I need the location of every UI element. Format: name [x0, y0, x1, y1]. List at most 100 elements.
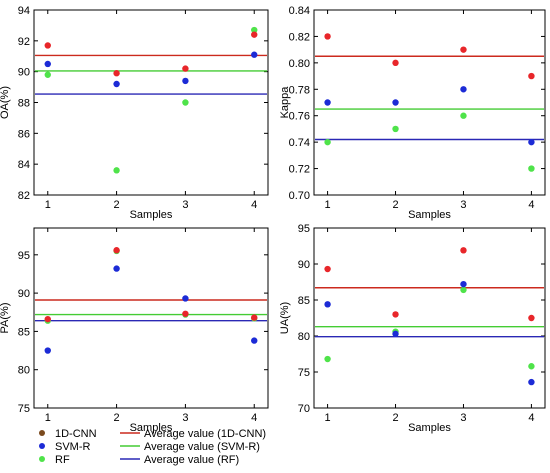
data-point-svm: [44, 347, 51, 354]
data-point-svm: [392, 99, 399, 106]
data-point-rf: [44, 71, 51, 78]
y-axis-label: PA(%): [0, 303, 11, 334]
x-tick-label: 2: [392, 412, 398, 424]
y-tick-label: 0.80: [289, 58, 310, 70]
data-point-cnn: [392, 311, 399, 318]
data-point-cnn: [113, 247, 120, 254]
y-axis-label: UA(%): [279, 302, 291, 334]
data-point-rf: [528, 363, 535, 370]
y-tick-label: 84: [18, 159, 30, 171]
data-point-svm: [113, 80, 120, 88]
y-tick-label: 0.72: [289, 164, 310, 176]
x-tick-label: 3: [460, 412, 466, 424]
y-tick-label: 0.70: [289, 190, 310, 202]
y-tick-label: 70: [298, 403, 310, 415]
legend: 1D-CNN Average value (1D-CNN) SVM-R Average…: [39, 428, 266, 466]
plot-frame: [313, 9, 546, 196]
data-point-cnn: [251, 31, 258, 38]
data-point-rf: [113, 167, 120, 174]
data-point-rf: [251, 26, 258, 34]
y-tick-label: 90: [18, 67, 30, 79]
x-tick-label: 3: [182, 412, 188, 424]
x-tick-label: 2: [114, 412, 120, 424]
x-tick-label: 3: [460, 199, 466, 211]
y-tick-label: 82: [18, 190, 30, 202]
data-point-svm: [251, 337, 258, 344]
x-tick-label: 3: [182, 199, 188, 211]
chart-panel-top-left: 82 84 86 88 90 92 94 1 2 3 4 Samples OA(%): [0, 5, 269, 221]
legend-label-rf: RF: [55, 454, 70, 466]
data-point-svm: [392, 330, 399, 338]
chart-panels: 82 84 86 88 90 92 94 1 2 3 4 Samples OA(%) 0.70 0.72 0.…: [0, 5, 546, 434]
data-point-cnn: [44, 42, 51, 49]
legend-label-cnn: 1D-CNN: [55, 428, 97, 440]
data-point-svm: [460, 280, 467, 288]
data-point-cnn: [528, 314, 535, 322]
x-tick-label: 1: [45, 199, 51, 211]
data-point-rf: [528, 165, 535, 172]
chart-panel-bottom-left: 75 80 85 90 95 1 2 3 4 Samples PA(%): [0, 227, 269, 434]
y-axis-label: OA(%): [0, 86, 11, 119]
data-point-cnn: [392, 59, 399, 67]
data-point-cnn: [182, 65, 189, 72]
y-tick-label: 0.78: [289, 84, 310, 96]
chart-panel-top-right: 0.70 0.72 0.74 0.76 0.78 0.80 0.82 0.84 1 2 3 4 Samp…: [279, 5, 546, 221]
data-point-svm: [324, 99, 331, 106]
x-tick-label: 1: [45, 412, 51, 424]
data-point-svm: [44, 60, 51, 68]
y-tick-label: 90: [298, 259, 310, 271]
data-point-svm: [528, 378, 535, 386]
y-tick-label: 0.82: [289, 31, 310, 43]
legend-marker-cnn: [39, 430, 45, 436]
data-point-rf: [460, 112, 467, 119]
y-tick-label: 85: [18, 326, 30, 338]
data-point-svm: [251, 51, 258, 58]
legend-average-label-cnn: Average value (1D-CNN): [144, 428, 266, 440]
chart-panel-bottom-right: 70 75 80 85 90 95 1 2 3 4 Samples UA(%): [279, 223, 546, 434]
y-tick-label: 0.84: [289, 5, 310, 17]
data-point-cnn: [528, 72, 535, 80]
plot-frame: [33, 227, 269, 409]
x-tick-label: 4: [528, 412, 534, 424]
legend-marker-svm: [39, 443, 45, 449]
data-point-rf: [324, 355, 331, 363]
x-tick-label: 2: [114, 199, 120, 211]
data-point-cnn: [251, 314, 258, 321]
y-tick-label: 80: [298, 331, 310, 343]
data-point-svm: [182, 295, 189, 302]
legend-average-label-svm: Average value (SVM-R): [144, 441, 260, 453]
x-tick-label: 4: [251, 199, 257, 211]
data-point-rf: [460, 286, 467, 294]
x-axis-label: Samples: [408, 209, 451, 221]
y-tick-label: 80: [18, 365, 30, 377]
y-tick-label: 92: [18, 36, 30, 48]
data-point-cnn: [44, 315, 51, 323]
y-tick-label: 94: [18, 5, 30, 17]
y-tick-label: 95: [298, 223, 310, 235]
y-axis-label: Kappa: [279, 86, 291, 119]
x-tick-label: 4: [528, 199, 534, 211]
y-tick-label: 75: [298, 367, 310, 379]
x-axis-label: Samples: [130, 422, 173, 434]
legend-average-label-rf: Average value (RF): [144, 454, 239, 466]
data-point-cnn: [324, 265, 331, 273]
data-point-cnn: [460, 46, 467, 53]
data-point-svm: [113, 265, 120, 272]
y-tick-label: 0.74: [289, 137, 310, 149]
data-point-svm: [324, 301, 331, 308]
x-axis-label: Samples: [130, 209, 173, 221]
x-tick-label: 4: [251, 412, 257, 424]
y-tick-label: 0.76: [289, 111, 310, 123]
plot-frame: [33, 9, 269, 196]
legend-label-svm: SVM-R: [55, 441, 91, 453]
y-tick-label: 86: [18, 128, 30, 140]
legend-marker-rf: [39, 456, 45, 462]
x-tick-label: 2: [392, 199, 398, 211]
data-point-cnn: [113, 70, 120, 77]
x-tick-label: 1: [325, 412, 331, 424]
data-point-svm: [182, 77, 189, 85]
data-point-rf: [392, 125, 399, 133]
data-point-rf: [182, 99, 189, 106]
y-tick-label: 88: [18, 98, 30, 110]
